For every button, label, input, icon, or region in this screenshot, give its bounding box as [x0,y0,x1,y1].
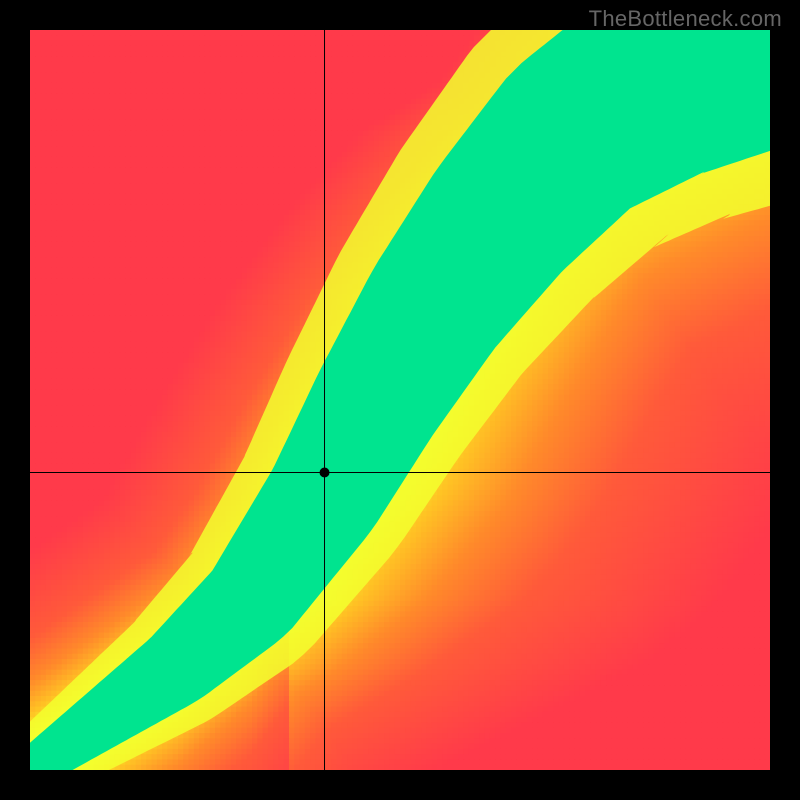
chart-container: TheBottleneck.com [0,0,800,800]
heatmap-svg [30,30,770,770]
plot-area [30,30,770,770]
marker-dot [320,468,330,478]
watermark-text: TheBottleneck.com [589,6,782,32]
